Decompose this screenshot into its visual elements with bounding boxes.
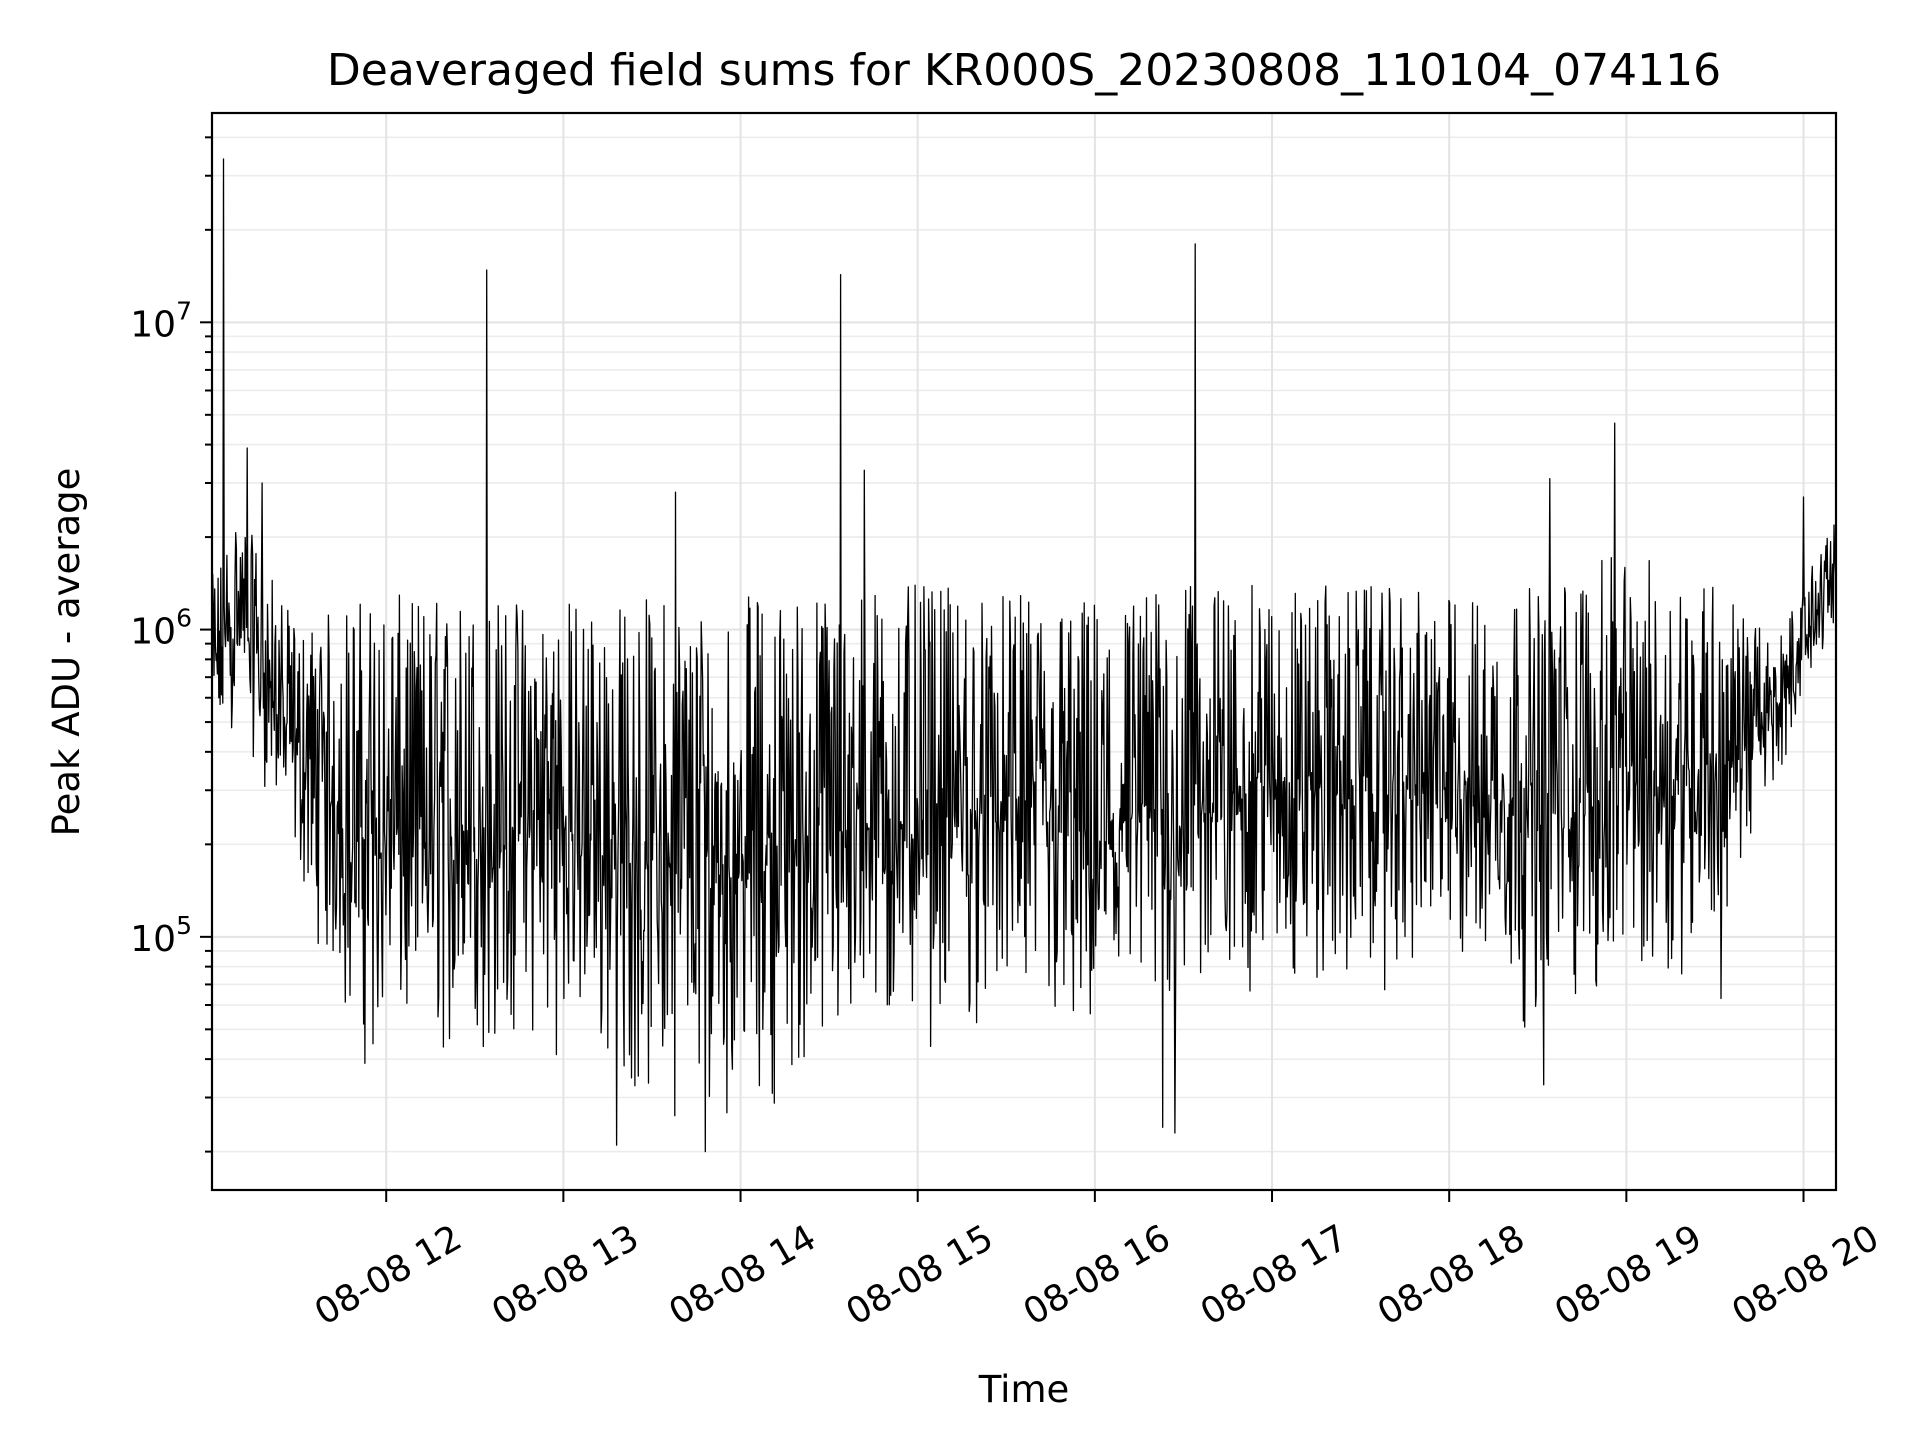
x-axis-label: Time <box>978 1368 1070 1411</box>
y-tick-label: 106 <box>130 604 192 653</box>
plot-frame <box>210 111 1838 1192</box>
x-axis: 08-08 12 08-08 13 08-08 14 08-08 15 08-08 16… <box>308 1190 1886 1334</box>
chart-title: Deaveraged field sums for KR000S_2023080… <box>327 45 1721 96</box>
x-tick-label: 08-08 19 <box>1548 1217 1709 1333</box>
x-tick-label: 08-08 16 <box>1017 1217 1178 1333</box>
y-axis: 105 106 107 <box>130 136 212 1153</box>
x-tick-label: 08-08 20 <box>1725 1217 1886 1333</box>
series-group <box>211 158 1837 1153</box>
x-tick-label: 08-08 18 <box>1371 1217 1532 1333</box>
series-line <box>211 158 1837 1153</box>
x-tick-label: 08-08 17 <box>1194 1217 1355 1333</box>
x-tick-label: 08-08 14 <box>662 1217 823 1333</box>
x-tick-label: 08-08 12 <box>308 1217 469 1333</box>
y-tick-label: 107 <box>130 296 192 345</box>
y-axis-label: Peak ADU - average <box>45 468 88 837</box>
y-tick-label: 105 <box>130 911 192 960</box>
x-tick-label: 08-08 13 <box>485 1217 646 1333</box>
x-tick-label: 08-08 15 <box>840 1217 1001 1333</box>
